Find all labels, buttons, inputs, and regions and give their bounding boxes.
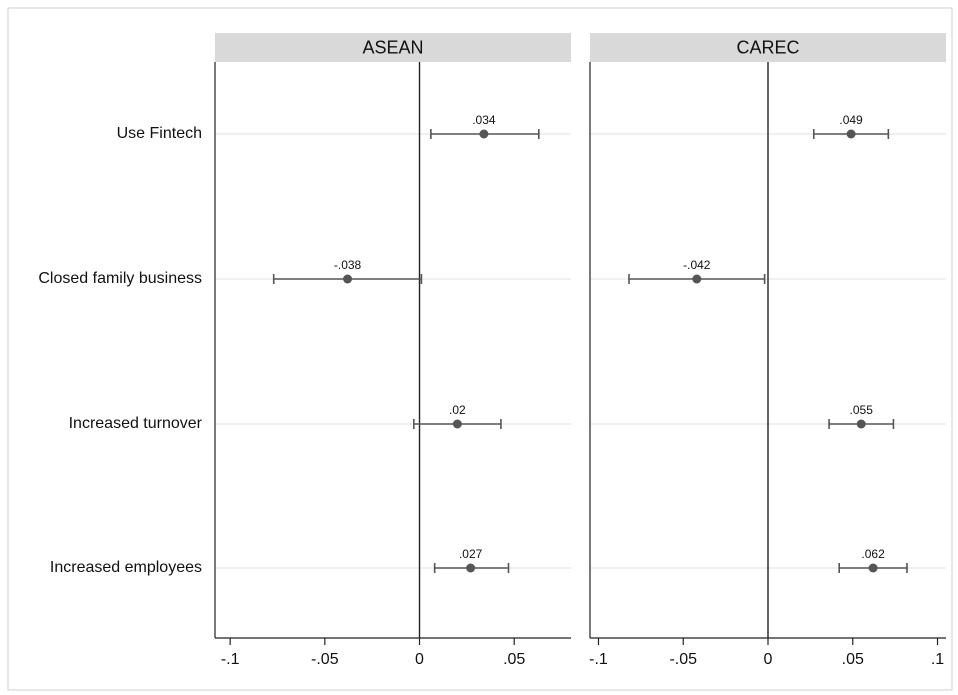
estimate-point-3	[466, 563, 476, 573]
x-tick-label-4: .1	[931, 651, 944, 668]
x-tick-label-2: 0	[415, 651, 424, 668]
data-label-3: .062	[861, 547, 885, 561]
panel-carec-marks: -.1 -.05 0 .05 .1 .049 -.042 .055 .062	[589, 62, 946, 668]
data-label-2: .02	[449, 403, 466, 417]
estimate-point-0	[479, 129, 489, 139]
x-tick-label-0: -.1	[221, 651, 240, 668]
estimate-point-1	[692, 274, 702, 284]
data-label-0: .034	[472, 113, 496, 127]
x-tick-label-1: -.05	[669, 651, 697, 668]
data-label-0: .049	[839, 113, 863, 127]
data-label-3: .027	[459, 547, 483, 561]
category-label-1: Closed family business	[38, 270, 202, 287]
estimate-point-3	[868, 563, 878, 573]
panel-header-asean	[215, 33, 571, 62]
panel-asean-marks: -.1 -.05 0 .05 .034 -.038 .02 .027	[214, 62, 571, 668]
estimate-point-0	[846, 129, 856, 139]
category-label-2: Increased turnover	[69, 415, 203, 432]
panel-title-asean: ASEAN	[362, 37, 423, 57]
estimate-point-2	[452, 419, 462, 429]
x-tick-label-3: .05	[842, 651, 864, 668]
x-tick-label-0: -.1	[589, 651, 608, 668]
category-labels: Use Fintech Closed family business Incre…	[38, 125, 202, 576]
category-label-3: Increased employees	[50, 559, 202, 576]
category-label-0: Use Fintech	[117, 125, 202, 142]
panel-asean: ASEAN -.1 -.05 0 .05 .034 -.038 .02 .027	[214, 33, 571, 668]
data-label-1: -.038	[334, 258, 362, 272]
panel-carec: CAREC -.1 -.05 0 .05 .1 .049 -.042 .055 .062	[589, 33, 946, 668]
x-tick-label-2: 0	[764, 651, 773, 668]
x-tick-label-3: .05	[503, 651, 525, 668]
panel-title-carec: CAREC	[736, 37, 799, 57]
panel-header-carec	[590, 33, 946, 62]
figure-border	[7, 7, 953, 691]
data-label-2: .055	[850, 403, 874, 417]
x-tick-label-1: -.05	[311, 651, 339, 668]
data-label-1: -.042	[683, 258, 711, 272]
estimate-point-2	[856, 419, 866, 429]
estimate-point-1	[343, 274, 353, 284]
